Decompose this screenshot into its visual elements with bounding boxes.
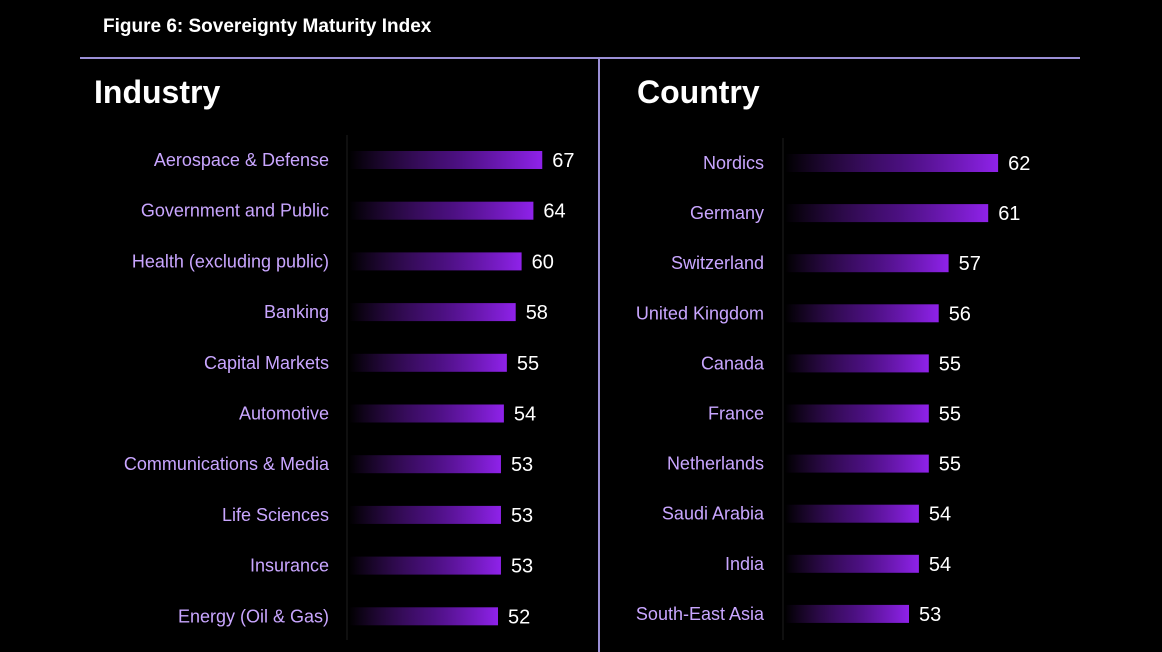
bar (349, 556, 501, 575)
industry-panel-title: Industry (94, 74, 221, 110)
category-label: Canada (701, 353, 765, 373)
bar (785, 254, 949, 273)
value-label: 61 (998, 203, 1020, 225)
bar (349, 353, 507, 372)
category-label: Saudi Arabia (662, 504, 765, 524)
value-label: 58 (526, 302, 548, 324)
top-divider (80, 57, 1080, 59)
category-label: Netherlands (667, 454, 764, 474)
category-label: Insurance (250, 556, 329, 576)
category-label: Communications & Media (124, 454, 330, 474)
bar (349, 151, 543, 169)
country-panel-title: Country (637, 74, 760, 110)
value-label: 64 (543, 201, 565, 223)
value-label: 53 (919, 604, 941, 626)
category-label: Germany (690, 203, 764, 223)
bar (785, 604, 909, 623)
value-label: 62 (1008, 153, 1030, 175)
category-label: Energy (Oil & Gas) (178, 606, 329, 626)
bar (349, 201, 534, 220)
bar (785, 404, 929, 423)
value-label: 55 (939, 454, 961, 476)
category-label: Capital Markets (204, 353, 329, 373)
value-label: 52 (508, 606, 530, 628)
value-label: 60 (532, 251, 554, 273)
value-label: 55 (939, 404, 961, 426)
value-label: 54 (929, 504, 951, 526)
category-label: Life Sciences (222, 505, 329, 525)
value-label: 54 (929, 554, 951, 576)
category-label: Switzerland (671, 253, 764, 273)
category-label: Nordics (703, 153, 764, 173)
category-label: United Kingdom (636, 303, 764, 323)
bar (349, 607, 498, 626)
category-label: France (708, 404, 764, 424)
panel-divider (598, 59, 600, 652)
value-label: 54 (514, 404, 536, 426)
industry-chart: Aerospace & Defense 67 Government and Publ… (124, 135, 575, 640)
bar (349, 252, 522, 271)
value-label: 53 (511, 505, 533, 527)
value-label: 55 (517, 353, 539, 375)
category-label: South-East Asia (636, 604, 765, 624)
category-label: Banking (264, 302, 329, 322)
bar (785, 304, 939, 323)
bar (785, 354, 929, 373)
figure-title: Figure 6: Sovereignty Maturity Index (103, 16, 432, 37)
bar (785, 554, 919, 573)
value-label: 53 (511, 556, 533, 578)
value-label: 67 (552, 150, 574, 172)
value-label: 55 (939, 353, 961, 375)
bar (349, 455, 501, 474)
bar (785, 454, 929, 473)
bar (785, 154, 999, 172)
category-label: Aerospace & Defense (154, 150, 329, 170)
bar (349, 505, 501, 524)
category-label: Government and Public (141, 201, 329, 221)
value-label: 53 (511, 454, 533, 476)
value-label: 56 (949, 303, 971, 325)
bar (349, 303, 516, 322)
bar (349, 404, 504, 423)
category-label: Health (excluding public) (132, 251, 329, 271)
bar (785, 204, 989, 223)
value-label: 57 (959, 253, 981, 275)
category-label: Automotive (239, 404, 329, 424)
category-label: India (725, 554, 765, 574)
country-chart: Nordics 62 Germany 61 Switzerland 57 United Ki… (636, 138, 1030, 640)
bar (785, 504, 919, 523)
